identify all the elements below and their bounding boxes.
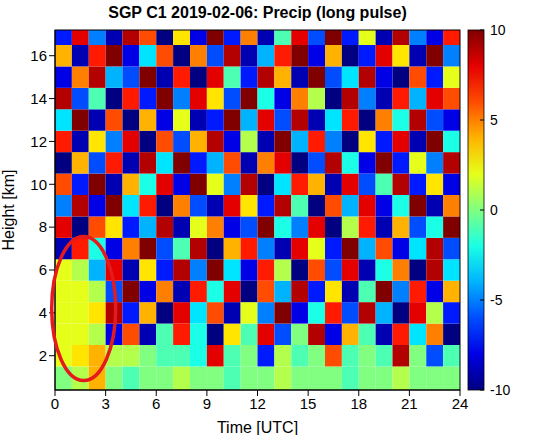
svg-text:3: 3: [101, 395, 109, 412]
svg-text:2: 2: [39, 347, 47, 364]
svg-text:5: 5: [490, 112, 498, 128]
svg-text:16: 16: [30, 47, 47, 64]
svg-text:4: 4: [39, 304, 47, 321]
svg-text:12: 12: [30, 133, 47, 150]
svg-text:6: 6: [152, 395, 160, 412]
svg-text:24: 24: [452, 395, 469, 412]
svg-text:21: 21: [401, 395, 418, 412]
svg-text:15: 15: [300, 395, 317, 412]
svg-text:-10: -10: [490, 382, 510, 398]
svg-text:10: 10: [490, 22, 506, 38]
html-text:SGP C1 2019-02-06: Precip (lon: SGP C1 2019-02-06: Precip (long pulse): [108, 4, 407, 21]
svg-text:9: 9: [203, 395, 211, 412]
svg-text:8: 8: [39, 218, 47, 235]
svg-text:10: 10: [30, 176, 47, 193]
svg-text:-5: -5: [490, 292, 503, 308]
svg-text:12: 12: [249, 395, 266, 412]
svg-text:6: 6: [39, 261, 47, 278]
svg-text:Height [km]: Height [km]: [0, 170, 17, 251]
svg-text:0: 0: [490, 202, 498, 218]
svg-text:Time [UTC]: Time [UTC]: [217, 419, 298, 435]
svg-text:18: 18: [350, 395, 367, 412]
svg-text:14: 14: [30, 90, 47, 107]
svg-text:0: 0: [51, 395, 59, 412]
